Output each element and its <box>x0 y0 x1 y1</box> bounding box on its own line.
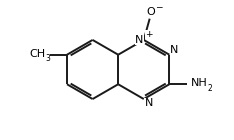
Text: 2: 2 <box>207 84 212 93</box>
Text: N: N <box>170 46 179 55</box>
Text: N: N <box>135 35 144 45</box>
Text: NH: NH <box>190 78 207 88</box>
Text: O: O <box>146 7 155 17</box>
Text: +: + <box>145 30 153 39</box>
Text: CH: CH <box>29 49 46 59</box>
Text: −: − <box>155 2 162 11</box>
Text: N: N <box>145 98 153 108</box>
Text: 3: 3 <box>45 54 50 63</box>
